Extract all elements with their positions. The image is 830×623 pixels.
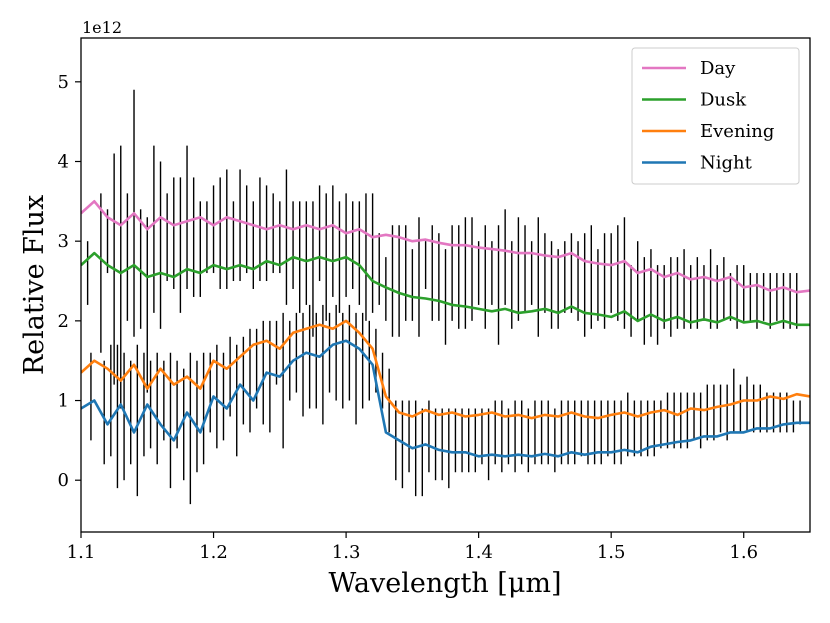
- x-axis: 1.1 1.2 1.3 1.4 1.5 1.6: [67, 532, 758, 563]
- legend-label-day: Day: [700, 58, 736, 79]
- x-tick-label: 1.1: [67, 542, 96, 563]
- x-tick-label: 1.2: [199, 542, 228, 563]
- series-line-evening: [81, 319, 810, 420]
- y-axis: 0 1 2 3 4 5: [58, 72, 81, 491]
- y-tick-label: 3: [58, 231, 69, 252]
- y-tick-label: 4: [58, 152, 69, 173]
- x-tick-label: 1.5: [597, 542, 626, 563]
- legend-box: [631, 47, 800, 185]
- series-line-night: [81, 339, 810, 458]
- x-axis-title: Wavelength [μm]: [328, 568, 561, 599]
- series-line-dusk: [81, 251, 810, 327]
- legend: Day Dusk Evening Night: [631, 47, 800, 185]
- y-axis-title: Relative Flux: [19, 195, 50, 375]
- x-tick-label: 1.4: [464, 542, 493, 563]
- y-tick-label: 2: [58, 311, 69, 332]
- y-tick-label: 1: [58, 391, 69, 412]
- y-offset-label: 1e12: [82, 18, 122, 37]
- legend-label-night: Night: [700, 153, 753, 174]
- x-tick-label: 1.3: [332, 542, 361, 563]
- plot-frame: [80, 37, 811, 533]
- series-lines: [81, 200, 810, 458]
- legend-label-evening: Evening: [700, 121, 774, 142]
- y-tick-label: 5: [58, 72, 69, 93]
- legend-label-dusk: Dusk: [700, 90, 747, 111]
- x-tick-label: 1.6: [729, 542, 758, 563]
- y-tick-label: 0: [58, 470, 69, 491]
- series-line-day: [81, 200, 810, 294]
